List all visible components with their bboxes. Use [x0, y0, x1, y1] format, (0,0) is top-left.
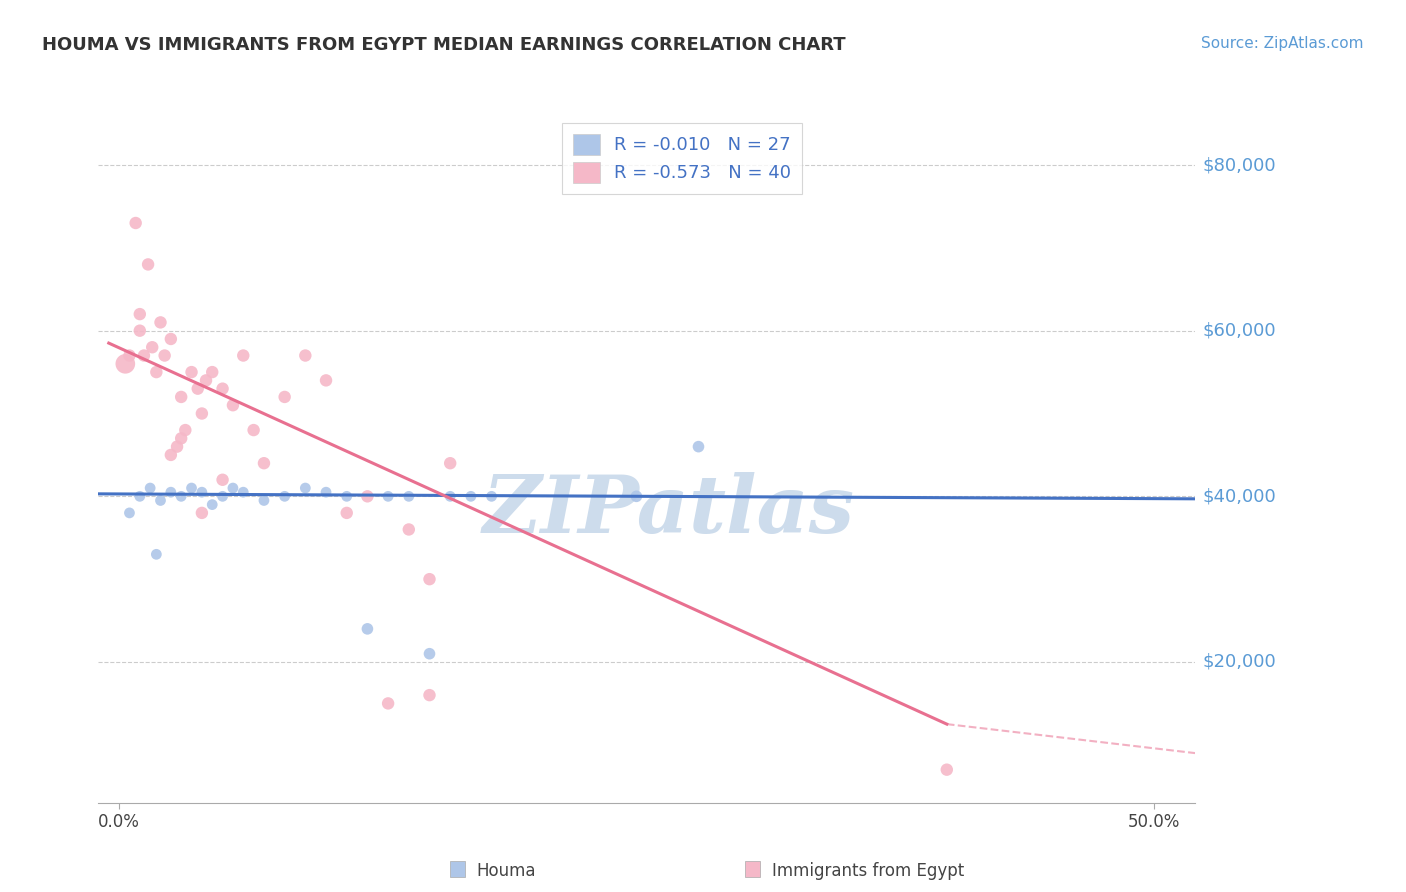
- Point: [294, 349, 316, 363]
- Point: [128, 489, 150, 503]
- Point: [132, 349, 155, 363]
- Point: [481, 489, 503, 503]
- Point: [418, 647, 440, 661]
- Point: [136, 257, 159, 271]
- Point: [191, 506, 214, 520]
- Point: [170, 431, 193, 445]
- Point: [174, 423, 197, 437]
- Point: [232, 349, 254, 363]
- Point: [118, 349, 141, 363]
- Point: [128, 324, 150, 338]
- Text: Houma: Houma: [477, 862, 536, 880]
- Point: [626, 489, 648, 503]
- Point: [211, 489, 233, 503]
- Point: [439, 489, 461, 503]
- Point: [139, 481, 162, 495]
- Point: [166, 440, 188, 454]
- Text: $80,000: $80,000: [1202, 156, 1275, 174]
- Point: [273, 390, 295, 404]
- Point: [418, 572, 440, 586]
- Text: $20,000: $20,000: [1202, 653, 1275, 671]
- Point: [222, 398, 245, 412]
- Point: [315, 485, 337, 500]
- Point: [398, 489, 420, 503]
- Legend: R = -0.010   N = 27, R = -0.573   N = 40: R = -0.010 N = 27, R = -0.573 N = 40: [562, 123, 803, 194]
- Point: [195, 373, 218, 387]
- Point: [170, 390, 193, 404]
- Text: $40,000: $40,000: [1202, 487, 1275, 506]
- Point: [187, 382, 209, 396]
- Point: [222, 481, 245, 495]
- Point: [315, 373, 337, 387]
- Point: [128, 307, 150, 321]
- Point: [336, 489, 359, 503]
- Point: [180, 365, 202, 379]
- Point: [294, 481, 316, 495]
- Point: [211, 382, 233, 396]
- Point: [336, 506, 359, 520]
- Point: [170, 489, 193, 503]
- Point: [253, 493, 276, 508]
- Point: [180, 481, 202, 495]
- Text: ZIPatlas: ZIPatlas: [482, 472, 855, 549]
- Point: [141, 340, 163, 354]
- Point: [460, 489, 482, 503]
- Point: [145, 365, 167, 379]
- Point: [145, 547, 167, 561]
- Point: [253, 456, 276, 470]
- Point: [211, 473, 233, 487]
- Point: [377, 489, 399, 503]
- Point: [398, 523, 420, 537]
- Point: [114, 357, 136, 371]
- Point: [149, 493, 172, 508]
- Text: Source: ZipAtlas.com: Source: ZipAtlas.com: [1201, 36, 1364, 51]
- Point: [935, 763, 957, 777]
- Point: [160, 448, 183, 462]
- Point: [124, 216, 146, 230]
- Point: [688, 440, 710, 454]
- Point: [201, 498, 224, 512]
- Point: [149, 315, 172, 329]
- Point: [232, 485, 254, 500]
- Point: [160, 485, 183, 500]
- Point: [191, 407, 214, 421]
- Point: [153, 349, 176, 363]
- Point: [160, 332, 183, 346]
- Text: Immigrants from Egypt: Immigrants from Egypt: [772, 862, 965, 880]
- Point: [273, 489, 295, 503]
- Point: [191, 485, 214, 500]
- Point: [356, 622, 378, 636]
- Text: $60,000: $60,000: [1202, 322, 1275, 340]
- Point: [201, 365, 224, 379]
- Point: [242, 423, 264, 437]
- Text: HOUMA VS IMMIGRANTS FROM EGYPT MEDIAN EARNINGS CORRELATION CHART: HOUMA VS IMMIGRANTS FROM EGYPT MEDIAN EA…: [42, 36, 846, 54]
- Point: [439, 456, 461, 470]
- Point: [356, 489, 378, 503]
- Point: [418, 688, 440, 702]
- Point: [118, 506, 141, 520]
- Point: [377, 697, 399, 711]
